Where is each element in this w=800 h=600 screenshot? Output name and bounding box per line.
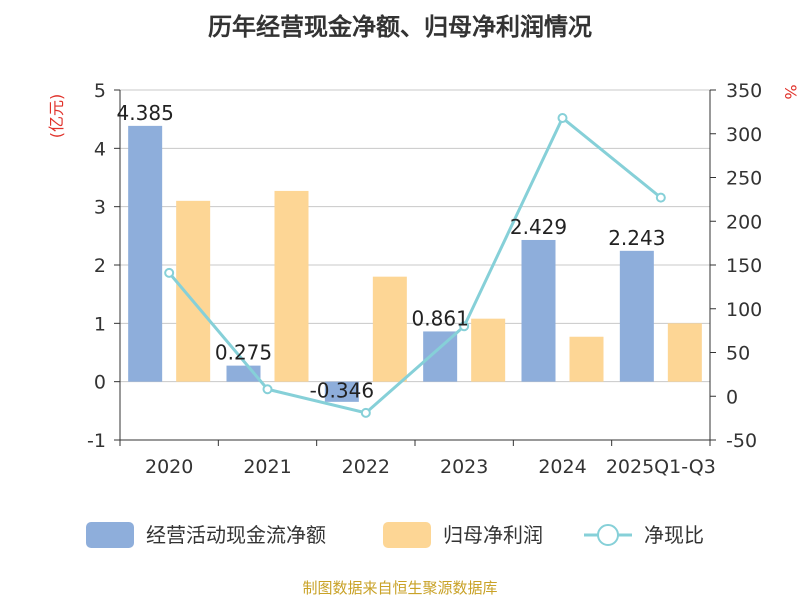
cashflow-bar <box>521 239 556 382</box>
left-axis-tick-label: 3 <box>94 197 106 219</box>
cashflow-data-label: 0.861 <box>412 306 469 330</box>
net-profit-bar <box>176 200 211 382</box>
cashflow-data-label: 2.429 <box>510 215 567 239</box>
right-axis-tick-label: 300 <box>726 124 762 146</box>
legend-marker-ratio <box>597 524 619 546</box>
x-axis-tick-label: 2022 <box>342 456 390 478</box>
cashflow-bar <box>128 125 163 382</box>
x-axis-tick-label: 2021 <box>243 456 291 478</box>
ratio-point <box>164 267 175 278</box>
cashflow-data-label: -0.346 <box>310 379 374 403</box>
ratio-point <box>459 321 470 332</box>
cashflow-bar <box>324 381 359 402</box>
left-axis-tick-label: 4 <box>94 138 106 160</box>
legend: 经营活动现金流净额 归母净利润 净现比 <box>86 522 704 548</box>
right-axis-tick-label: 350 <box>726 80 762 102</box>
right-axis-tick-label: 50 <box>726 343 750 365</box>
left-axis-tick-label: 5 <box>94 80 106 102</box>
legend-label-cashflow: 经营活动现金流净额 <box>146 523 326 547</box>
x-axis-tick-label: 2023 <box>440 456 488 478</box>
net-profit-bar <box>372 276 407 382</box>
net-profit-bar <box>471 318 506 382</box>
ratio-series-line <box>168 115 662 415</box>
right-axis-tick-label: 150 <box>726 255 762 277</box>
ratio-point <box>262 384 273 395</box>
left-axis-tick-label: 0 <box>94 372 106 394</box>
legend-item-net-profit: 归母净利润 <box>383 522 543 548</box>
ratio-point <box>557 113 568 123</box>
legend-item-cashflow: 经营活动现金流净额 <box>86 522 326 548</box>
right-axis-tick-label: 250 <box>726 168 762 190</box>
left-axis-unit: (亿元) <box>47 94 66 139</box>
ratio-point <box>655 192 666 203</box>
net-profit-bar <box>274 190 309 382</box>
legend-swatch-net-profit <box>383 522 431 548</box>
right-axis-tick-label: 100 <box>726 299 762 321</box>
cashflow-data-label: 0.275 <box>215 341 272 365</box>
net-profit-bar <box>667 323 702 382</box>
legend-item-ratio: 净现比 <box>584 523 704 547</box>
x-axis-tick-label: 2020 <box>145 456 193 478</box>
right-axis-unit: % <box>781 84 800 99</box>
axes: -1 0 1 2 3 4 5 -50 0 50 100 150 200 250 300 350 2020 2021… <box>87 80 762 478</box>
x-axis-tick-label: 2024 <box>538 456 586 478</box>
right-axis-tick-label: 200 <box>726 211 762 233</box>
chart-title: 历年经营现金净额、归母净利润情况 <box>208 13 592 41</box>
cashflow-bar <box>619 250 654 382</box>
legend-swatch-cashflow <box>86 522 134 548</box>
left-axis-tick-label: 1 <box>94 313 106 335</box>
ratio-line <box>164 113 666 418</box>
left-axis-tick-label: -1 <box>87 430 106 452</box>
ratio-point <box>360 407 371 418</box>
gridlines <box>120 89 710 441</box>
right-axis-tick-label: -50 <box>726 430 757 452</box>
data-labels: 4.385 0.275 -0.346 0.861 2.429 2.243 <box>117 101 666 403</box>
legend-label-net-profit: 归母净利润 <box>443 523 543 547</box>
source-note: 制图数据来自恒生聚源数据库 <box>302 579 497 597</box>
net-profit-bar <box>569 336 604 382</box>
legend-label-ratio: 净现比 <box>644 523 704 547</box>
left-axis-tick-label: 2 <box>94 255 106 277</box>
cashflow-data-label: 2.243 <box>608 226 665 250</box>
cashflow-data-label: 4.385 <box>117 101 174 125</box>
x-axis-tick-label: 2025Q1-Q3 <box>606 456 716 478</box>
right-axis-tick-label: 0 <box>726 386 738 408</box>
